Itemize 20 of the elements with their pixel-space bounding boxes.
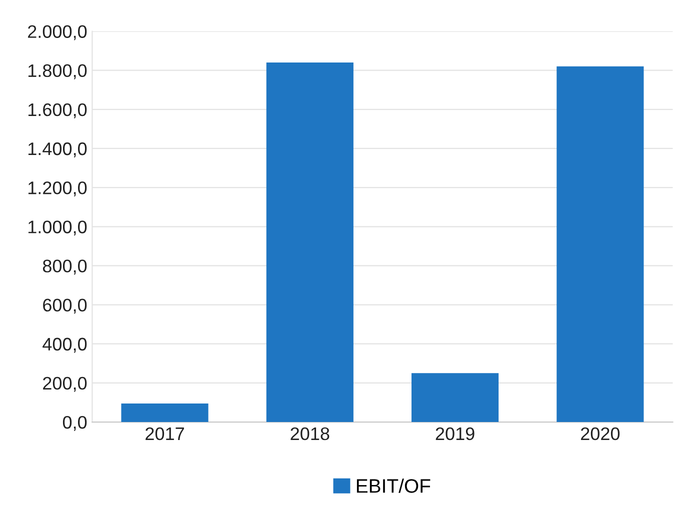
y-tick-label: 2.000,0	[28, 25, 87, 40]
y-tick-label: 1.200,0	[28, 181, 87, 196]
x-tick-label: 2018	[290, 427, 330, 440]
bar	[266, 62, 354, 422]
y-tick-label: 0,0	[62, 416, 87, 431]
y-tick-label: 200,0	[43, 376, 87, 392]
y-tick-label: 1.800,0	[28, 64, 87, 80]
y-tick-label: 1.600,0	[28, 103, 87, 118]
y-tick-label: 800,0	[42, 260, 87, 275]
x-tick-label: 2019	[436, 427, 474, 440]
bar	[556, 66, 644, 422]
legend-label: EBIT/OF	[356, 478, 430, 493]
bar	[121, 403, 208, 422]
x-tick-label: 2017	[146, 427, 184, 440]
bar	[412, 373, 499, 422]
y-tick-label: 1.000,0	[28, 220, 87, 236]
x-tick-label: 2020	[581, 427, 620, 440]
y-tick-label: 600,0	[43, 298, 87, 314]
y-tick-label: 400,0	[42, 338, 87, 353]
y-tick-label: 1.400,0	[28, 142, 87, 158]
